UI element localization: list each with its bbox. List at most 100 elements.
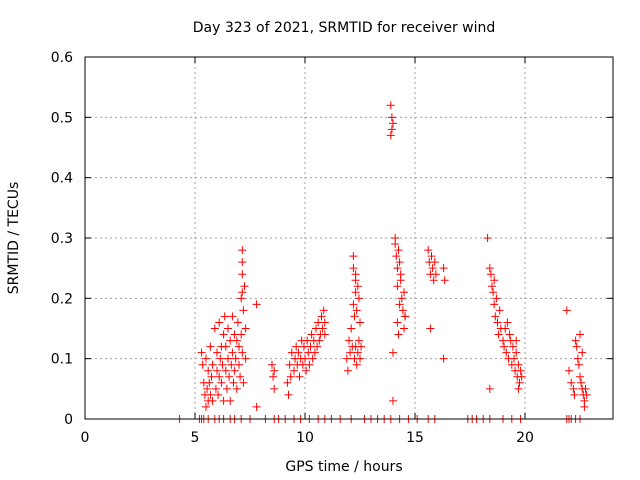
- data-point: [343, 366, 352, 375]
- data-point: [512, 336, 521, 345]
- data-point: [353, 282, 362, 291]
- data-point: [203, 384, 212, 393]
- data-point: [581, 384, 590, 393]
- data-point: [346, 348, 355, 357]
- data-point: [495, 306, 504, 315]
- data-point: [349, 300, 358, 309]
- data-point: [501, 324, 510, 333]
- data-point: [505, 330, 514, 339]
- data-point: [428, 264, 437, 273]
- data-point: [207, 372, 216, 381]
- data-point: [393, 282, 402, 291]
- data-point: [424, 246, 433, 255]
- data-point: [283, 378, 292, 387]
- data-point: [400, 324, 408, 333]
- data-point: [208, 396, 217, 405]
- data-point: [238, 258, 247, 267]
- data-point: [352, 360, 361, 369]
- data-point: [241, 354, 250, 363]
- data-point: [268, 360, 276, 369]
- grid: [85, 57, 613, 419]
- data-point: [215, 318, 224, 327]
- data-point: [398, 306, 407, 315]
- data-point: [204, 366, 213, 375]
- data-point: [351, 288, 360, 297]
- data-point: [228, 348, 237, 357]
- data-point: [576, 330, 584, 339]
- data-point: [238, 288, 247, 297]
- data-point: [573, 354, 582, 363]
- data-point: [439, 354, 448, 363]
- data-point: [237, 294, 246, 303]
- data-point: [386, 101, 395, 110]
- data-point: [389, 119, 397, 128]
- data-point: [396, 276, 405, 285]
- data-point: [239, 306, 248, 315]
- data-point: [235, 342, 243, 351]
- x-tick-label: 20: [516, 430, 534, 446]
- data-point: [238, 270, 247, 279]
- data-point: [485, 264, 494, 273]
- data-point: [350, 312, 359, 321]
- data-point: [222, 384, 231, 393]
- x-axis-label: GPS time / hours: [285, 459, 402, 475]
- data-point: [208, 360, 217, 369]
- data-point: [240, 282, 249, 291]
- data-points: [175, 101, 591, 423]
- data-point: [238, 246, 247, 255]
- data-point: [516, 366, 525, 375]
- data-point: [389, 348, 397, 357]
- data-point: [508, 342, 517, 351]
- data-point: [492, 294, 501, 303]
- data-point: [347, 324, 356, 333]
- data-point: [205, 378, 214, 387]
- data-point: [318, 324, 327, 333]
- data-point: [285, 360, 294, 369]
- data-point: [220, 312, 229, 321]
- data-point: [488, 282, 496, 291]
- data-point: [284, 390, 293, 399]
- data-point: [270, 366, 279, 375]
- data-point: [357, 342, 366, 351]
- data-point: [224, 324, 232, 333]
- x-tick-label: 15: [406, 430, 424, 446]
- data-point: [252, 300, 261, 309]
- data-point: [232, 336, 241, 345]
- data-point: [227, 360, 236, 369]
- data-point: [517, 372, 526, 381]
- data-point: [354, 294, 363, 303]
- y-tick-label: 0: [64, 412, 73, 428]
- data-point: [491, 312, 500, 321]
- data-point: [565, 366, 573, 375]
- y-tick-label: 0.6: [51, 50, 73, 66]
- data-point: [401, 312, 410, 321]
- data-point: [576, 372, 584, 381]
- data-point: [577, 378, 586, 387]
- data-point: [578, 348, 587, 357]
- data-point: [354, 336, 363, 345]
- data-point: [397, 294, 406, 303]
- data-point: [394, 246, 403, 255]
- y-axis-label: SRMTID / TECUs: [6, 182, 22, 295]
- data-point: [226, 396, 235, 405]
- data-point: [503, 318, 512, 327]
- data-point: [499, 336, 507, 345]
- data-point: [305, 360, 314, 369]
- data-point: [252, 402, 261, 411]
- data-point: [514, 360, 523, 369]
- data-point: [493, 318, 502, 327]
- data-point: [345, 336, 353, 345]
- data-point: [319, 306, 328, 315]
- data-point: [562, 306, 571, 315]
- y-tick-label: 0.4: [51, 171, 73, 187]
- data-point: [427, 252, 436, 261]
- data-point: [430, 258, 439, 267]
- data-point: [515, 378, 524, 387]
- data-point: [514, 384, 523, 393]
- data-point: [391, 234, 400, 242]
- data-point: [486, 270, 495, 279]
- data-point: [386, 131, 395, 140]
- data-point: [582, 390, 591, 399]
- data-point: [500, 342, 509, 351]
